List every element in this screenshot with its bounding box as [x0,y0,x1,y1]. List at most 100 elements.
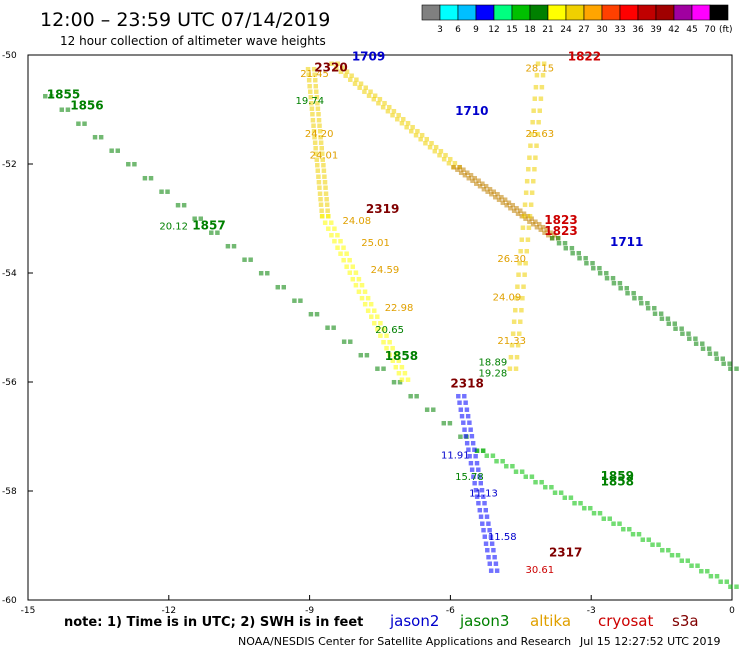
track-label: ▪▪ [483,539,495,549]
track-label: ▪▪ [669,551,681,561]
track-label: ▪▪ [597,269,609,279]
x-tick-label: -3 [587,606,596,616]
track-label: ▪▪ [361,87,373,97]
track-label: ▪▪ [531,106,543,116]
track-label: ▪▪ [523,188,535,198]
axes: -15 -12 -9 -6 -3 0 -50 -52 -54 -56 -58 -60 [2,51,735,616]
track-label: ▪▪ [518,247,530,257]
data-point-label: 11.13 [469,488,498,499]
track-label: ▪▪ [496,195,508,205]
track-label: ▪▪ [513,467,525,477]
track-label: ▪▪ [480,526,492,536]
x-tick-label: -6 [446,606,455,616]
data-point-label: 19.74 [296,96,325,107]
colorbar-swatch [475,4,495,21]
track-label: ▪▪ [679,556,691,566]
track-label: ▪▪ [538,225,550,235]
track-label: ▪▪ [418,135,430,145]
legend-entry: jason2 [389,612,439,630]
track-label: ▪▪ [403,123,415,133]
colorbar-swatch [529,4,549,21]
track-label: ▪▪ [468,458,480,468]
track-label: ▪▪ [470,472,482,482]
x-tick-label: 0 [729,606,735,616]
pass-label: 2320 [314,60,347,74]
track-label: ▪▪ [512,305,524,315]
track-label: ▪▪ [314,161,326,171]
track-label: ▪▪ [340,256,352,266]
track-label: ▪▪ [225,241,237,251]
track-label: ▪▪ [314,155,326,165]
data-point-label: 20.65 [375,325,404,336]
track-label: ▪▪ [463,432,475,442]
track-label: ▪▪ [455,391,467,401]
colorbar-swatch [547,4,567,21]
track-label: ▪▪ [541,228,553,238]
track-label: ▪▪ [422,139,434,149]
track-label: ▪▪ [311,127,323,137]
track-label: ▪▪ [334,243,346,253]
track-label: ▪▪ [374,325,386,335]
track-label: ▪▪ [484,451,496,461]
track-label: ▪▪ [718,577,730,587]
pass-label: 1857 [192,218,225,232]
legend-entry: cryosat [598,612,653,630]
track-label: ▪▪ [461,425,473,435]
track-label: ▪▪ [385,107,397,117]
track-label: ▪▪ [344,262,356,272]
track-label: ▪▪ [571,498,583,508]
track-label: ▪▪ [341,337,353,347]
track-label: ▪▪ [688,561,700,571]
track-label: ▪▪ [523,472,535,482]
data-point-label: 22.98 [385,303,414,314]
data-point-label: 11.58 [488,532,517,543]
colorbar-tick-label: 15 [506,25,517,35]
footer-credit: NOAA/NESDIS Center for Satellite Applica… [238,635,571,648]
track-label: ▪▪ [305,64,317,74]
track-label: ▪▪ [503,462,515,472]
track-label: ▪▪ [462,171,474,181]
track-label: ▪▪ [142,173,154,183]
track-label: ▪▪ [542,483,554,493]
track-label: ▪▪ [92,132,104,142]
data-point-label: 25.63 [525,129,554,140]
track-label: ▪▪ [366,91,378,101]
track-label: ▪▪ [516,258,528,268]
track-label: ▪▪ [308,310,320,320]
track-label: ▪▪ [478,512,490,522]
colorbar-tick-label: 3 [437,25,443,35]
track-label: ▪▪ [458,405,470,415]
data-points: 11.91 11.13 11.58 19.74 20.12 20.65 19.28 15.78… [159,63,554,575]
track-label: ▪▪ [308,93,320,103]
track-label: ▪▪ [441,154,453,164]
colorbar-swatch [601,4,621,21]
track-label: ▪▪ [638,299,650,309]
pass-label: 1856 [70,99,103,113]
track-label: ▪▪ [727,582,739,592]
track-label: ▪▪ [386,350,398,360]
chart-subtitle: 12 hour collection of altimeter wave hei… [60,34,326,48]
y-tick-label: -56 [2,378,17,388]
legend-entry: s3a [672,612,699,630]
track-label: ▪▪ [524,176,536,186]
data-point-label: 11.91 [441,450,470,461]
colorbar-unit: (ft) [719,25,733,35]
track-label: ▪▪ [640,535,652,545]
track-label: ▪▪ [308,98,320,108]
track-label: ▪▪ [427,143,439,153]
pass-label: 1709 [352,49,385,63]
track-label: ▪▪ [399,375,411,385]
track-label: ▪▪ [708,572,720,582]
track-label: ▪▪ [371,318,383,328]
track-label: ▪▪ [317,195,329,205]
track-label: ▪▪ [380,103,392,113]
track-label: ▪▪ [645,304,657,314]
track-label: ▪▪ [424,405,436,415]
track-label: ▪▪ [393,362,405,372]
track-label: ▪▪ [532,94,544,104]
track-label: ▪▪ [522,200,534,210]
track-label: ▪▪ [466,452,478,462]
track-label: ▪▪ [352,79,364,89]
track-label: ▪▪ [556,238,568,248]
